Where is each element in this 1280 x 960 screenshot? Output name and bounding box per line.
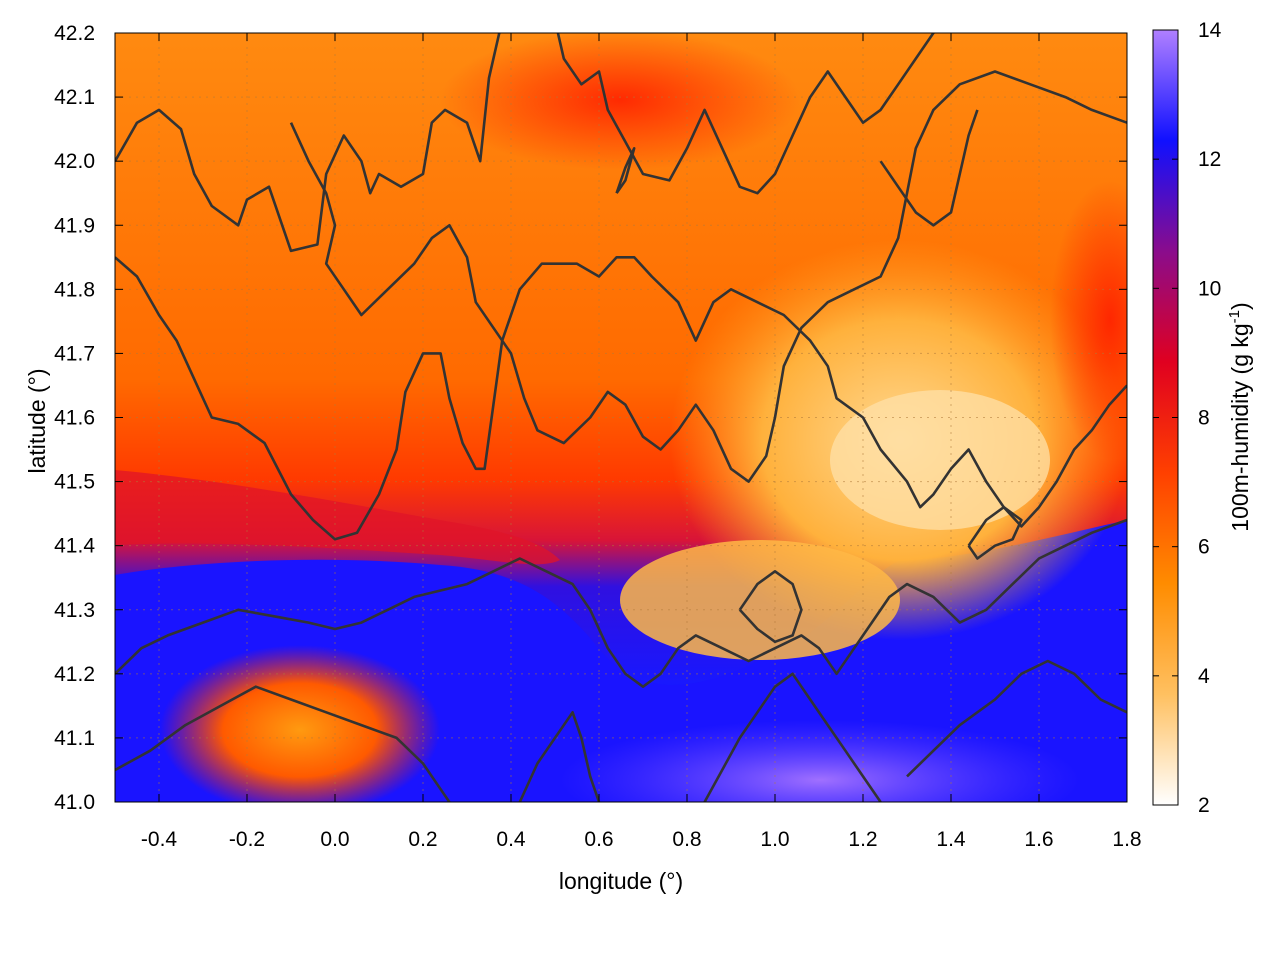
- x-tick-label: 0.4: [496, 828, 526, 851]
- x-tick-label: -0.4: [141, 828, 178, 851]
- x-tick-label: 0.0: [320, 828, 349, 851]
- x-tick-label: 0.8: [672, 828, 701, 851]
- y-tick-label: 41.3: [54, 599, 95, 622]
- contour-line: [906, 659, 1127, 778]
- y-tick-label: 41.4: [54, 535, 95, 558]
- x-tick-label: 1.4: [936, 828, 966, 851]
- colorbar-ticks: 2 4 6 8 10 12 14: [1153, 19, 1222, 817]
- y-axis-label: latitude (°): [24, 368, 50, 473]
- x-tick-label: 1.6: [1024, 828, 1053, 851]
- south-dry-tongue: [620, 540, 900, 660]
- y-axis: 41.0 41.1 41.2 41.3 41.4 41.5 41.6 41.7 41.8 41.9…: [54, 22, 1127, 814]
- contour-line: [115, 256, 1127, 541]
- colorbar-tick-label: 8: [1198, 407, 1210, 430]
- y-tick-label: 41.2: [54, 663, 95, 686]
- colorbar-label: 100m-humidity (g kg-1): [1226, 302, 1253, 531]
- contour-line: [115, 685, 451, 802]
- contour-line: [556, 33, 936, 195]
- contour-line: [115, 518, 1127, 688]
- contour-line: [967, 505, 1023, 560]
- x-tick-label: 1.0: [760, 828, 789, 851]
- y-tick-label: 42.1: [54, 86, 95, 109]
- colorbar: 2 4 6 8 10 12 14 100m-humidity (g kg-1): [1152, 19, 1253, 817]
- colorbar-label-close: ): [1227, 302, 1253, 310]
- x-tick-label: 1.8: [1112, 828, 1141, 851]
- contour-lines: [115, 33, 1127, 802]
- red-ridge-east: [1050, 180, 1127, 460]
- colorbar-label-exponent: -1: [1226, 310, 1243, 323]
- transition-band-region: [115, 470, 560, 565]
- sea-max-region: [560, 720, 1080, 802]
- contour-line: [879, 109, 979, 227]
- contour-line: [615, 147, 636, 194]
- y-tick-label: 41.8: [54, 278, 95, 301]
- southwest-pocket-region: [160, 645, 440, 802]
- contour-line: [115, 33, 501, 253]
- y-tick-label: 41.6: [54, 407, 95, 430]
- x-axis-label: longitude (°): [559, 868, 683, 894]
- y-tick-label: 41.7: [54, 342, 95, 365]
- x-axis: -0.4 -0.2 0.0 0.2 0.4 0.6 0.8 1.0 1.2 1.4 1.6 1.8: [141, 33, 1142, 851]
- y-tick-label: 41.5: [54, 471, 95, 494]
- contour-line: [703, 672, 882, 802]
- contour-line: [289, 70, 1127, 483]
- x-tick-label: 0.6: [584, 828, 613, 851]
- colorbar-label-main: 100m-humidity (g kg: [1227, 323, 1253, 531]
- x-tick-label: 0.2: [408, 828, 437, 851]
- y-tick-label: 41.9: [54, 214, 95, 237]
- colorbar-tick-label: 10: [1198, 277, 1221, 300]
- colorbar-tick-label: 6: [1198, 536, 1210, 559]
- colorbar-tick-label: 2: [1198, 794, 1210, 817]
- red-ridge-north: [440, 33, 800, 170]
- colorbar-tick-label: 14: [1198, 19, 1222, 42]
- contour-line: [518, 711, 601, 802]
- contour-line: [738, 570, 803, 644]
- y-tick-label: 41.1: [54, 727, 95, 750]
- y-tick-label: 42.0: [54, 150, 95, 173]
- y-tick-label: 41.0: [54, 791, 95, 814]
- colorbar-tick-label: 4: [1198, 665, 1210, 688]
- x-tick-label: -0.2: [229, 828, 265, 851]
- y-tick-label: 42.2: [54, 22, 95, 45]
- x-tick-label: 1.2: [848, 828, 877, 851]
- colorbar-tick-label: 12: [1198, 148, 1221, 171]
